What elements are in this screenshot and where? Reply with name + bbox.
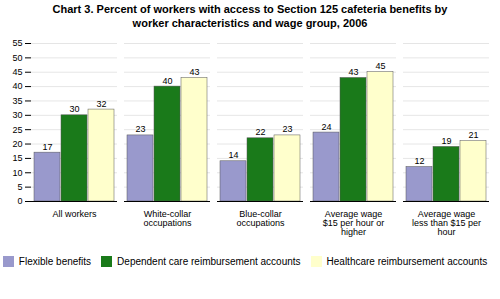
svg-text:12: 12 [414, 156, 424, 166]
svg-text:15: 15 [12, 153, 22, 163]
svg-text:19: 19 [441, 135, 451, 145]
svg-text:23: 23 [135, 124, 145, 134]
svg-text:32: 32 [96, 98, 106, 108]
svg-text:45: 45 [375, 61, 385, 71]
svg-text:22: 22 [255, 127, 265, 137]
svg-text:21: 21 [468, 130, 478, 140]
svg-text:45: 45 [12, 67, 22, 77]
svg-text:20: 20 [12, 138, 22, 148]
svg-text:40: 40 [162, 75, 172, 85]
svg-text:White-collaroccupations: White-collaroccupations [143, 208, 192, 227]
svg-text:0: 0 [17, 196, 22, 206]
svg-text:All workers: All workers [52, 208, 97, 218]
html-text:Chart 3. Percent of workers wi: Chart 3. Percent of workers with access … [52, 3, 448, 29]
svg-text:40: 40 [12, 81, 22, 91]
html-text:Healthcare reimbursement accou: Healthcare reimbursement accounts [326, 255, 488, 267]
svg-text:14: 14 [228, 150, 238, 160]
svg-text:43: 43 [348, 66, 358, 76]
html-text:Flexible benefits: Flexible benefits [18, 255, 92, 267]
svg-text:17: 17 [42, 141, 52, 151]
html-text:Dependent care reimbursement a: Dependent care reimbursement accounts [117, 255, 301, 267]
svg-text:Average wageless than $15 perh: Average wageless than $15 perhour [412, 208, 481, 236]
svg-text:23: 23 [282, 124, 292, 134]
svg-text:Average wage$15 per hour orhig: Average wage$15 per hour orhigher [323, 208, 385, 236]
svg-text:43: 43 [189, 66, 199, 76]
svg-text:55: 55 [12, 38, 22, 48]
svg-text:30: 30 [69, 104, 79, 114]
svg-text:35: 35 [12, 95, 22, 105]
svg-text:30: 30 [12, 110, 22, 120]
svg-text:5: 5 [17, 182, 22, 192]
svg-text:Blue-collaroccupations: Blue-collaroccupations [236, 208, 285, 227]
svg-text:24: 24 [321, 121, 331, 131]
svg-text:10: 10 [12, 167, 22, 177]
svg-text:25: 25 [12, 124, 22, 134]
svg-text:50: 50 [12, 52, 22, 62]
